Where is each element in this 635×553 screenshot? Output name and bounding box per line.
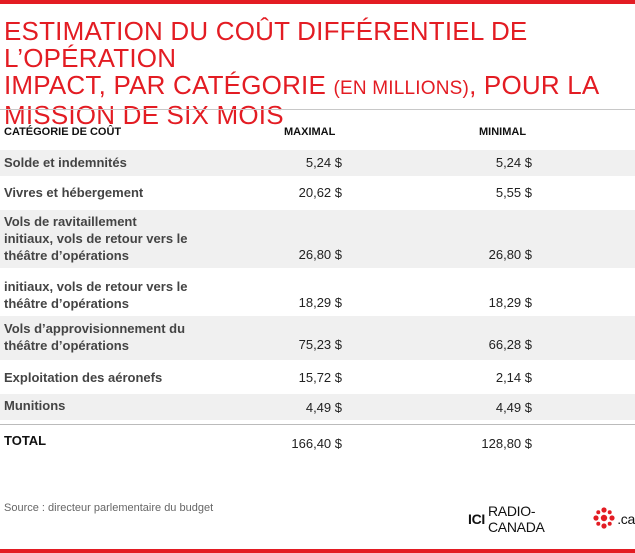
total-divider	[0, 424, 635, 425]
title-line-1: Estimation du coût différentiel de l’opé…	[4, 16, 528, 73]
table-row: Vols de ravitaillement initiaux, vols de…	[0, 210, 635, 268]
row-min-value: 5,24 $	[495, 155, 532, 170]
table-row: Exploitation des aéronefs 15,72 $ 2,14 $	[0, 360, 635, 394]
row-label-line: Vols de ravitaillement	[4, 214, 137, 229]
title-divider	[0, 109, 635, 110]
row-label: Vols d’approvisionnement du théâtre d’op…	[4, 320, 185, 354]
row-min-value: 5,55 $	[495, 185, 532, 200]
row-label-line: initiaux, vols de retour vers le	[4, 279, 188, 294]
row-min-value: 2,14 $	[495, 370, 532, 385]
title-line-2-part-b: , pour la	[469, 70, 600, 100]
total-min-value: 128,80 $	[481, 436, 532, 451]
page-title: Estimation du coût différentiel de l’opé…	[4, 18, 632, 129]
title-line-2-part-a: Impact, par catégorie	[4, 70, 334, 100]
total-row: TOTAL 166,40 $ 128,80 $	[0, 420, 635, 460]
cost-table: CATÉGORIE DE COÛT MAXIMAL MINIMAL Solde …	[0, 114, 635, 460]
row-max-value: 18,29 $	[298, 295, 342, 310]
bottom-border	[0, 549, 635, 553]
row-min-value: 4,49 $	[495, 400, 532, 415]
row-min-value: 26,80 $	[488, 247, 532, 262]
row-label: initiaux, vols de retour vers le théâtre…	[4, 278, 188, 312]
table-row: Vols d’approvisionnement du théâtre d’op…	[0, 316, 635, 360]
logo-ici: ICI	[468, 511, 485, 527]
table-row: Vivres et hébergement 20,62 $ 5,55 $	[0, 176, 635, 210]
row-max-value: 26,80 $	[298, 247, 342, 262]
table-row: Munitions 4,49 $ 4,49 $	[0, 394, 635, 420]
title-units: (en millions)	[333, 78, 470, 99]
table-row: initiaux, vols de retour vers le théâtre…	[0, 268, 635, 316]
row-max-value: 20,62 $	[298, 185, 342, 200]
table-header: CATÉGORIE DE COÛT MAXIMAL MINIMAL	[0, 114, 635, 150]
header-maximal: MAXIMAL	[284, 126, 336, 138]
top-border	[0, 0, 635, 4]
header-minimal: MINIMAL	[479, 126, 527, 138]
header-category: CATÉGORIE DE COÛT	[4, 126, 122, 138]
row-max-value: 75,23 $	[298, 337, 342, 352]
radio-canada-gem-icon	[593, 506, 615, 532]
row-label-line: initiaux, vols de retour vers le	[4, 231, 188, 246]
row-min-value: 66,28 $	[488, 337, 532, 352]
row-label-line: Vols d’approvisionnement du	[4, 321, 186, 336]
radio-canada-logo: ICI RADIO-CANADA .ca	[468, 503, 635, 535]
row-max-value: 15,72 $	[298, 370, 342, 385]
row-label: Vols de ravitaillement initiaux, vols de…	[4, 213, 188, 264]
row-max-value: 5,24 $	[305, 155, 342, 170]
row-label: Solde et indemnités	[4, 155, 127, 170]
total-label: TOTAL	[4, 433, 47, 448]
row-label: Munitions	[4, 398, 66, 413]
row-min-value: 18,29 $	[488, 295, 532, 310]
row-label-line: théâtre d’opérations	[4, 248, 129, 263]
row-label-line: théâtre d’opérations	[4, 338, 129, 353]
source-note: Source : directeur parlementaire du budg…	[4, 502, 214, 514]
row-label: Vivres et hébergement	[4, 185, 144, 200]
total-max-value: 166,40 $	[291, 436, 342, 451]
row-label-line: théâtre d’opérations	[4, 296, 129, 311]
logo-suffix: .ca	[617, 511, 635, 527]
title-line-3: mission de six mois	[4, 100, 284, 130]
table-row: Solde et indemnités 5,24 $ 5,24 $	[0, 150, 635, 176]
row-label: Exploitation des aéronefs	[4, 370, 163, 385]
logo-name: RADIO-CANADA	[488, 503, 545, 535]
title-line-2: Impact, par catégorie (en millions), pou…	[4, 72, 632, 102]
row-max-value: 4,49 $	[305, 400, 342, 415]
